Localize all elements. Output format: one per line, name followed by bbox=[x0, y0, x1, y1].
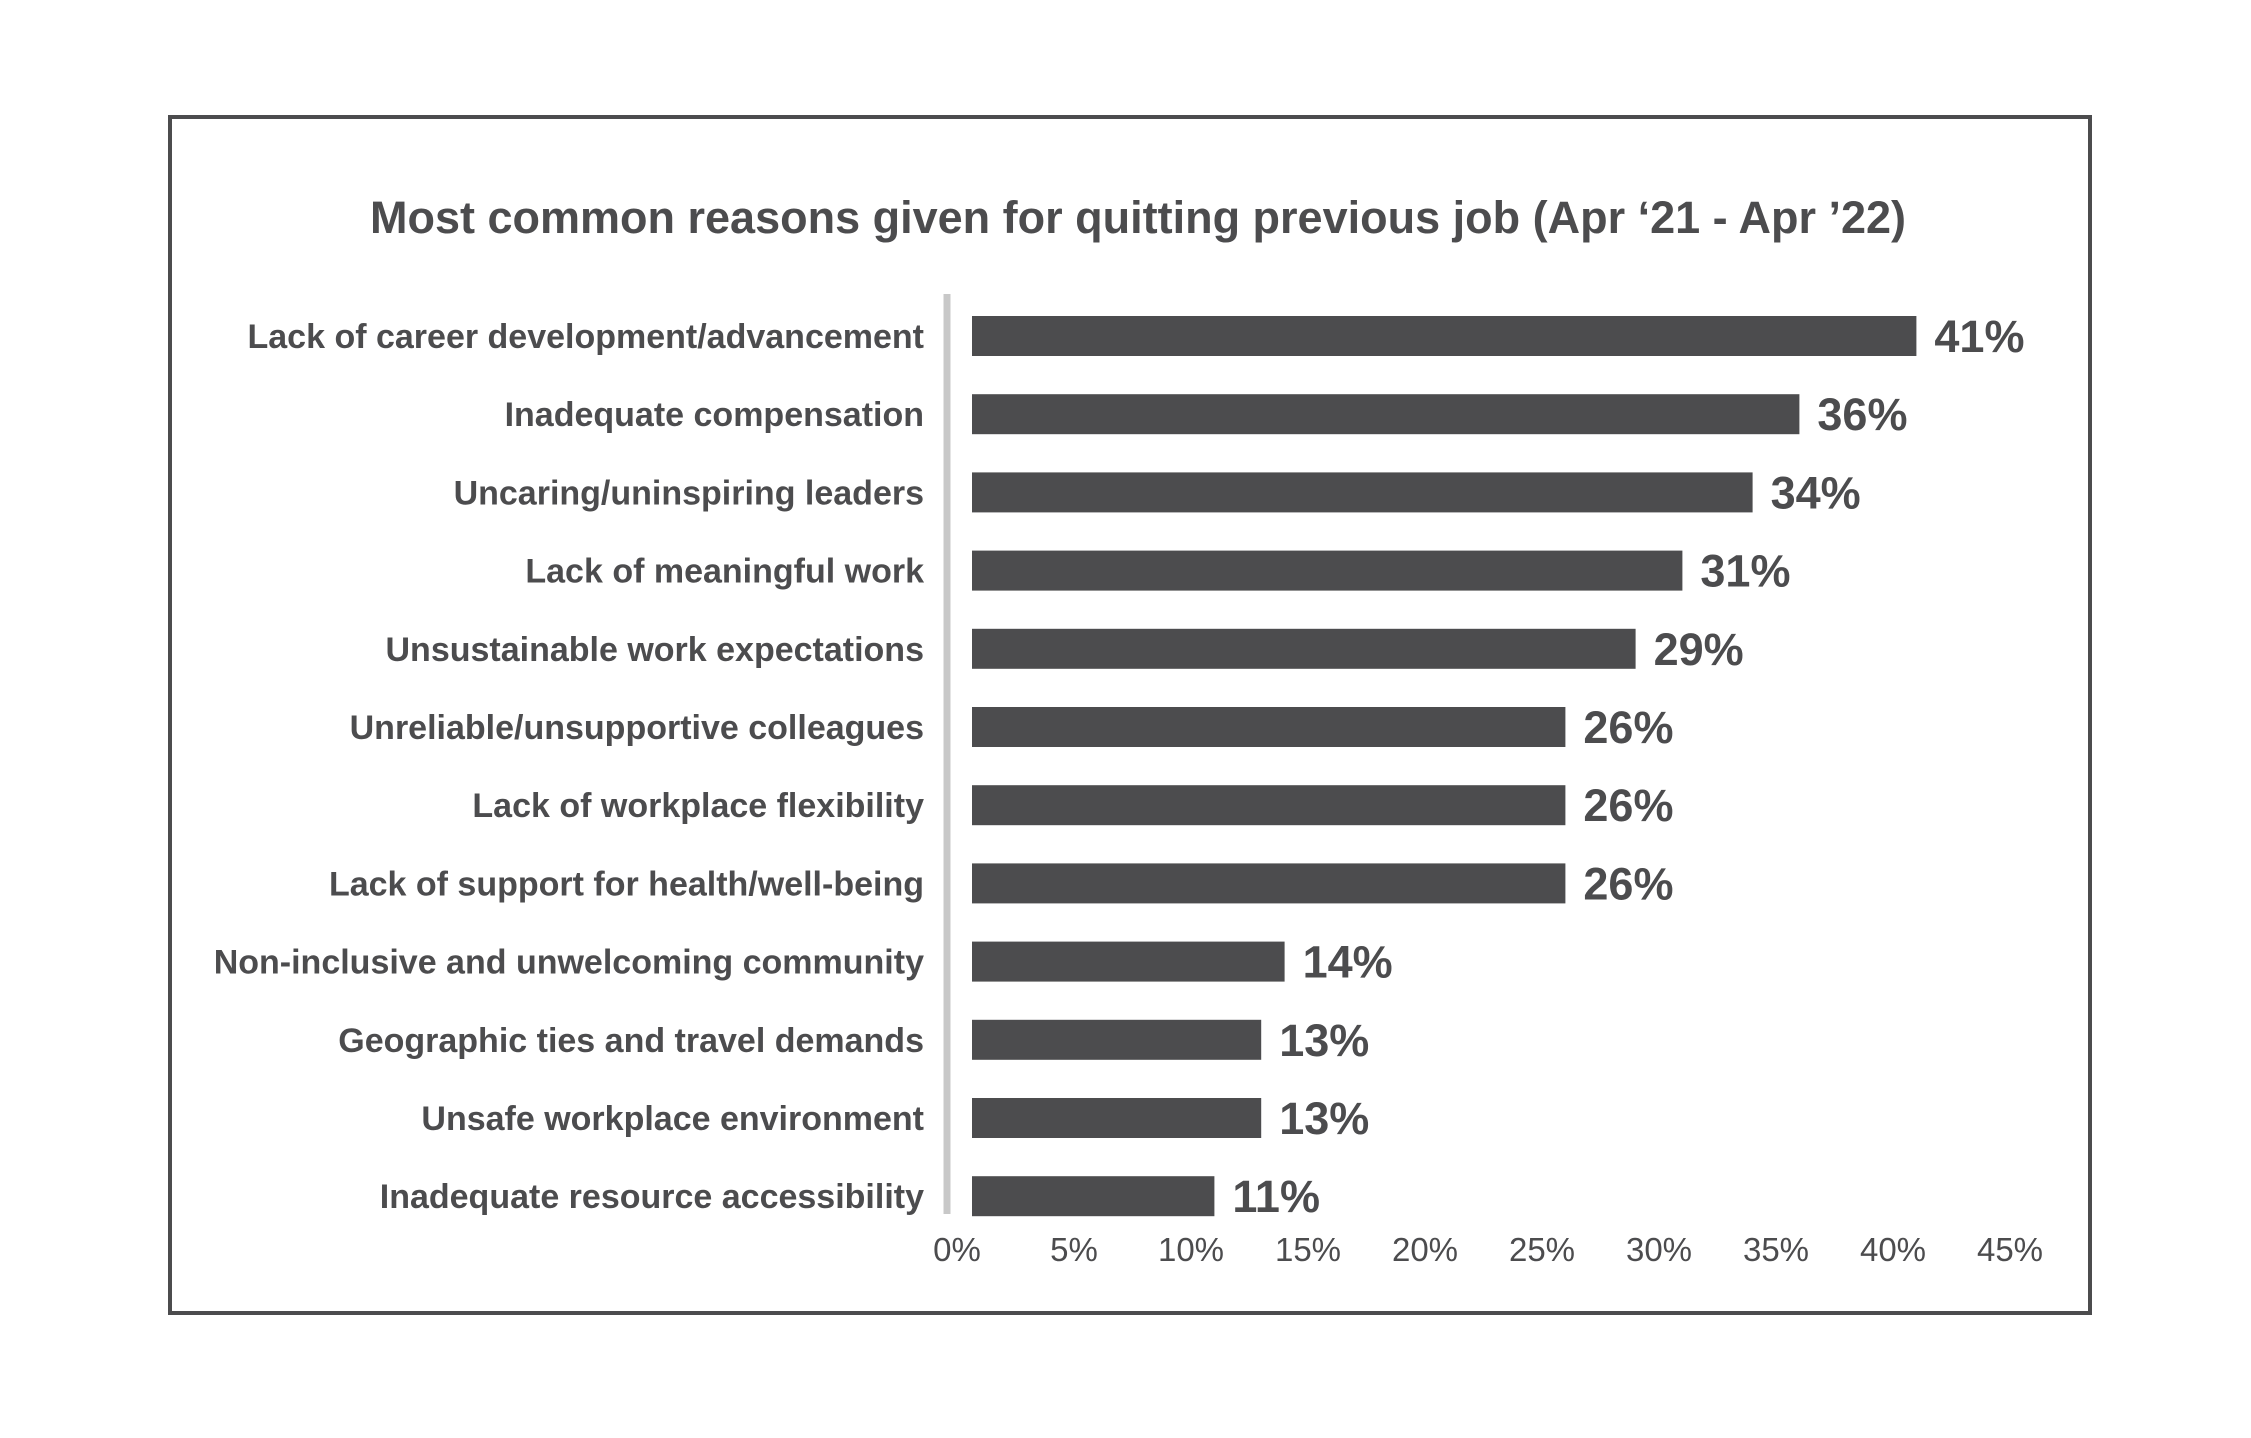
bar bbox=[972, 1098, 1262, 1138]
bar bbox=[972, 863, 1566, 904]
bar bbox=[972, 1176, 1215, 1217]
value-label: 26% bbox=[1583, 780, 1673, 831]
value-label: 14% bbox=[1303, 937, 1393, 988]
x-tick-label: 25% bbox=[1509, 1231, 1575, 1268]
chart-title: Most common reasons given for quitting p… bbox=[370, 192, 1906, 243]
value-label: 29% bbox=[1654, 624, 1744, 675]
category-label: Uncaring/uninspiring leaders bbox=[454, 474, 924, 512]
value-label: 13% bbox=[1279, 1093, 1369, 1144]
bar bbox=[972, 707, 1566, 747]
bars-layer: Lack of career development/advancement 41… bbox=[214, 311, 2043, 1268]
category-label: Unsustainable work expectations bbox=[386, 631, 925, 669]
x-tick-label: 45% bbox=[1977, 1231, 2043, 1268]
value-label: 26% bbox=[1583, 858, 1673, 909]
value-label: 26% bbox=[1583, 702, 1673, 753]
value-label: 34% bbox=[1771, 467, 1861, 518]
bar bbox=[972, 394, 1800, 435]
x-tick-label: 40% bbox=[1860, 1231, 1926, 1268]
bar bbox=[972, 628, 1636, 669]
x-tick-label: 0% bbox=[933, 1231, 981, 1268]
bar bbox=[972, 316, 1917, 356]
x-tick-label: 35% bbox=[1743, 1231, 1809, 1268]
category-label: Non-inclusive and unwelcoming community bbox=[214, 944, 924, 982]
x-tick-label: 5% bbox=[1050, 1231, 1098, 1268]
value-label: 31% bbox=[1700, 546, 1790, 597]
value-label: 41% bbox=[1934, 311, 2024, 362]
bar bbox=[972, 941, 1285, 982]
category-label: Unsafe workplace environment bbox=[421, 1100, 924, 1138]
x-tick-label: 30% bbox=[1626, 1231, 1692, 1268]
bar bbox=[972, 785, 1566, 826]
chart-frame: Most common reasons given for quitting p… bbox=[168, 115, 2092, 1315]
value-label: 36% bbox=[1817, 389, 1907, 440]
bar-chart: Most common reasons given for quitting p… bbox=[214, 192, 2043, 1268]
category-label: Lack of workplace flexibility bbox=[472, 787, 924, 825]
category-label: Inadequate resource accessibility bbox=[380, 1178, 924, 1216]
category-label: Lack of career development/advancement bbox=[248, 318, 925, 356]
bar bbox=[972, 472, 1753, 513]
category-label: Unreliable/unsupportive colleagues bbox=[350, 709, 924, 747]
bar bbox=[972, 550, 1683, 591]
x-tick-label: 15% bbox=[1275, 1231, 1341, 1268]
bar bbox=[972, 1019, 1262, 1060]
x-tick-label: 10% bbox=[1158, 1231, 1224, 1268]
category-label: Lack of support for health/well-being bbox=[329, 865, 924, 903]
category-label: Lack of meaningful work bbox=[525, 553, 924, 591]
category-label: Geographic ties and travel demands bbox=[338, 1022, 924, 1060]
value-label: 13% bbox=[1279, 1015, 1369, 1066]
category-label: Inadequate compensation bbox=[505, 396, 924, 434]
value-label: 11% bbox=[1232, 1171, 1320, 1222]
x-tick-label: 20% bbox=[1392, 1231, 1458, 1268]
